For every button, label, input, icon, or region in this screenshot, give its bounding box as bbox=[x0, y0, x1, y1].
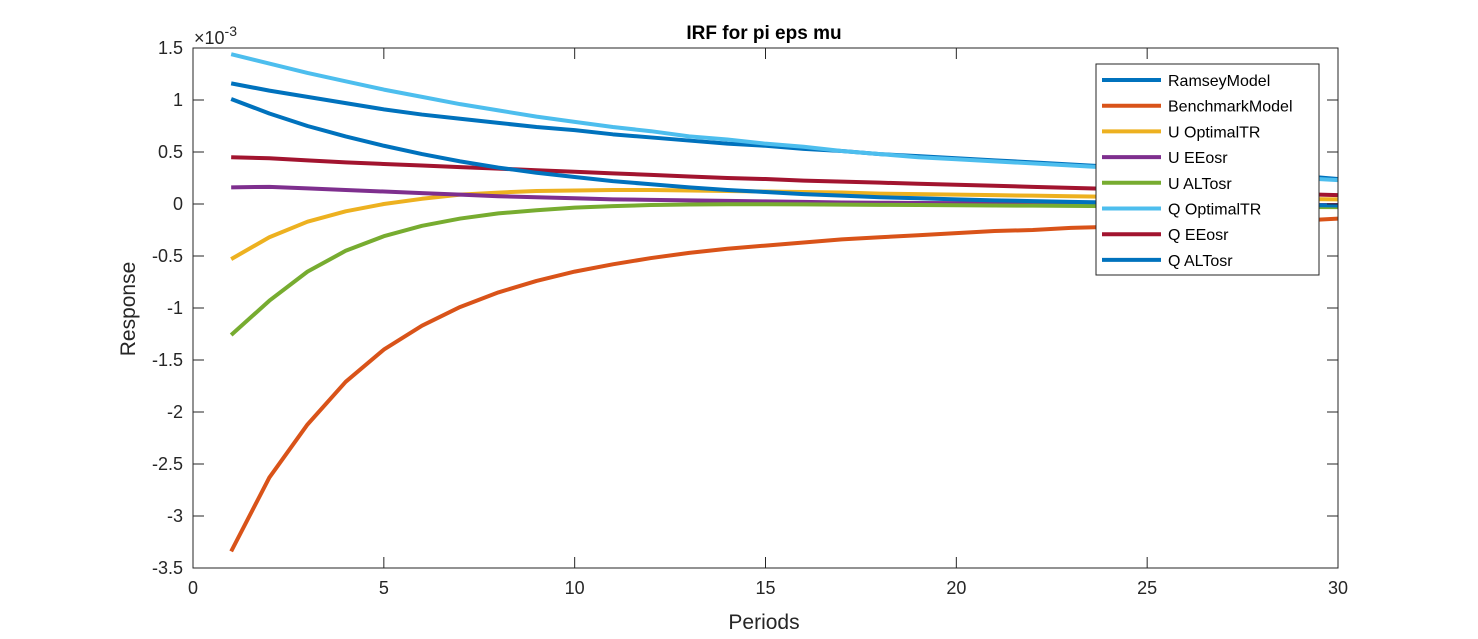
y-tick-label: -2 bbox=[167, 402, 183, 422]
y-tick-label: 0 bbox=[173, 194, 183, 214]
x-tick-label: 15 bbox=[755, 578, 775, 598]
legend-label-u-eeosr: U EEosr bbox=[1168, 150, 1228, 167]
y-tick-label: -0.5 bbox=[152, 246, 183, 266]
y-tick-label: -3.5 bbox=[152, 558, 183, 578]
legend-box bbox=[1095, 63, 1320, 276]
y-exponent-base: ×10 bbox=[194, 28, 225, 48]
y-tick-label: 1 bbox=[173, 90, 183, 110]
x-tick-label: 0 bbox=[188, 578, 198, 598]
x-tick-label: 10 bbox=[565, 578, 585, 598]
x-tick-label: 25 bbox=[1137, 578, 1157, 598]
y-tick-label: 1.5 bbox=[158, 38, 183, 58]
y-tick-label: -3 bbox=[167, 506, 183, 526]
y-tick-label: -2.5 bbox=[152, 454, 183, 474]
legend-label-q-optimaltr: Q OptimalTR bbox=[1168, 202, 1261, 219]
x-axis-label: Periods bbox=[728, 611, 799, 634]
y-axis-exponent-label: ×10-3 bbox=[194, 23, 237, 48]
y-tick-label: -1.5 bbox=[152, 350, 183, 370]
legend-label-q-altosr: Q ALTosr bbox=[1168, 253, 1233, 270]
axis-ticks: 0 5 10 15 20 25 30 -3.5 -3 -2.5 -2 -1.5 -1 -0.5 0 0.5 1 1… bbox=[152, 38, 1348, 598]
y-tick-label: -1 bbox=[167, 298, 183, 318]
legend-label-ramseymodel: RamseyModel bbox=[1168, 73, 1270, 90]
legend-items: RamseyModel BenchmarkModel U OptimalTR U EE… bbox=[1102, 73, 1293, 270]
legend-label-benchmarkmodel: BenchmarkModel bbox=[1168, 99, 1293, 116]
y-axis-label: Response bbox=[117, 262, 140, 357]
chart-title: IRF for pi eps mu bbox=[686, 23, 841, 44]
y-exponent-power: -3 bbox=[225, 23, 238, 39]
legend-label-q-eeosr: Q EEosr bbox=[1168, 227, 1229, 244]
y-tick-label: 0.5 bbox=[158, 142, 183, 162]
x-tick-label: 30 bbox=[1328, 578, 1348, 598]
legend: RamseyModel BenchmarkModel U OptimalTR U EE… bbox=[1095, 63, 1320, 276]
legend-label-u-optimaltr: U OptimalTR bbox=[1168, 124, 1260, 141]
x-tick-label: 20 bbox=[946, 578, 966, 598]
x-tick-label: 5 bbox=[379, 578, 389, 598]
legend-label-u-altosr: U ALTosr bbox=[1168, 176, 1232, 193]
